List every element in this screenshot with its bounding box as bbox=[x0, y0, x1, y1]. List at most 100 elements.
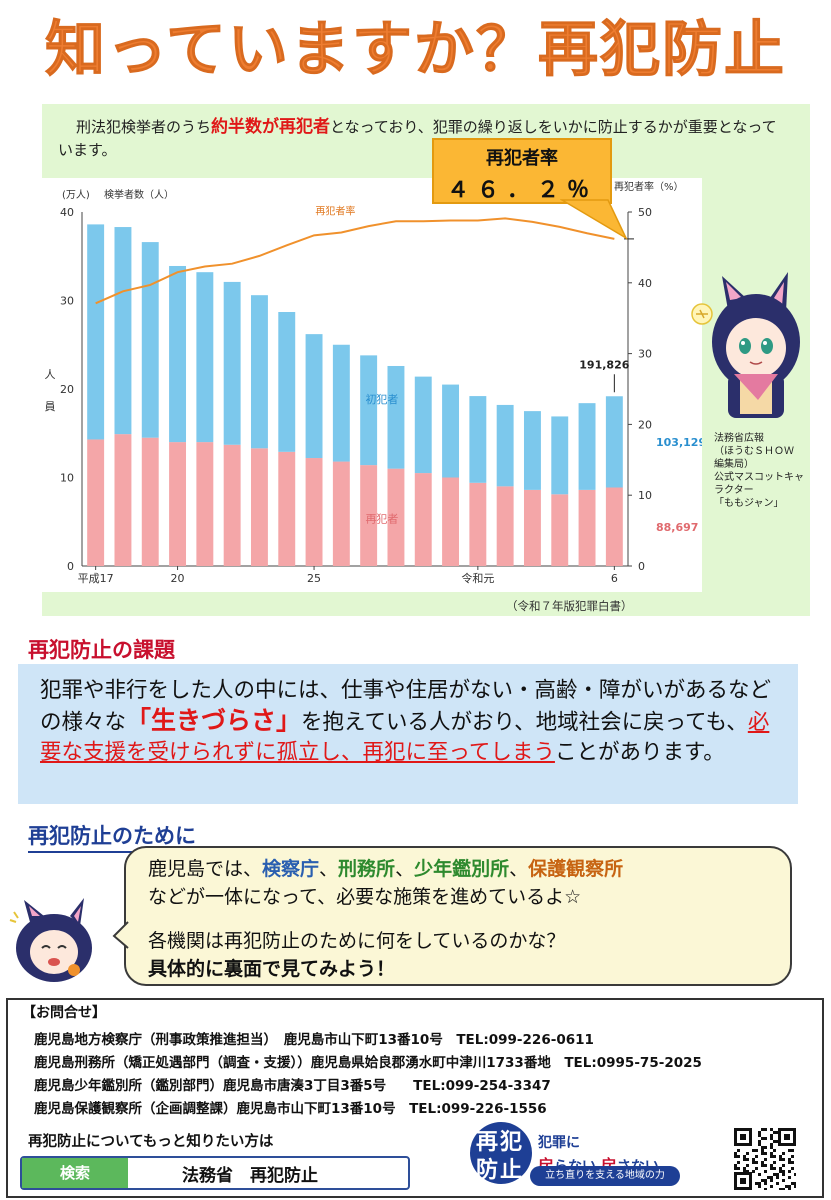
qr-module bbox=[764, 1179, 767, 1182]
qr-module bbox=[773, 1173, 776, 1176]
qr-module bbox=[782, 1158, 785, 1161]
x-tick-label: 令和元 bbox=[461, 571, 494, 585]
qr-module bbox=[770, 1155, 773, 1158]
issues-box bbox=[18, 664, 798, 804]
qr-module bbox=[752, 1158, 755, 1161]
qr-module bbox=[782, 1170, 785, 1173]
bar-repeat-offender bbox=[114, 434, 132, 566]
qr-module bbox=[767, 1176, 770, 1179]
bar-first-offender bbox=[305, 334, 323, 459]
right-tick-label: 30 bbox=[638, 348, 652, 361]
bar-first-offender bbox=[223, 281, 241, 445]
issues-heading: 再犯防止の課題 bbox=[28, 634, 175, 667]
qr-module bbox=[758, 1143, 761, 1146]
qr-module bbox=[770, 1179, 773, 1182]
qr-module bbox=[761, 1146, 764, 1149]
bar-repeat-offender bbox=[360, 465, 378, 566]
qr-module bbox=[791, 1167, 794, 1170]
total-label: 191,826 bbox=[579, 358, 629, 371]
qr-module bbox=[734, 1164, 737, 1167]
logo-text-2: 防止 bbox=[476, 1158, 525, 1183]
qr-module bbox=[734, 1155, 737, 1158]
qr-module bbox=[761, 1137, 764, 1140]
qr-module bbox=[746, 1158, 749, 1161]
qr-module bbox=[761, 1152, 764, 1155]
mascot-caption-line: 編集局） bbox=[714, 459, 754, 470]
org-juvenile-classification: 少年鑑別所 bbox=[414, 858, 510, 880]
issues-text-3: ことがあります。 bbox=[554, 740, 725, 765]
qr-module bbox=[776, 1131, 779, 1134]
right-tick-label: 10 bbox=[638, 489, 652, 502]
qr-module bbox=[794, 1173, 796, 1176]
qr-code-icon[interactable] bbox=[734, 1128, 796, 1190]
qr-module bbox=[734, 1167, 737, 1170]
qr-module bbox=[782, 1179, 785, 1182]
qr-module bbox=[770, 1134, 773, 1137]
bar-repeat-offender bbox=[551, 494, 569, 566]
qr-module bbox=[788, 1149, 791, 1152]
qr-module bbox=[743, 1155, 746, 1158]
qr-module bbox=[743, 1158, 746, 1161]
qr-module bbox=[758, 1185, 761, 1188]
qr-module bbox=[773, 1161, 776, 1164]
bar-first-offender bbox=[523, 411, 541, 490]
qr-module bbox=[761, 1161, 764, 1164]
qr-module bbox=[770, 1176, 773, 1179]
issues-keyword: 「生きづらさ」 bbox=[126, 706, 302, 735]
qr-module bbox=[758, 1134, 761, 1137]
x-tick-label: 20 bbox=[171, 572, 185, 585]
search-button[interactable]: 検索 bbox=[22, 1158, 128, 1188]
contact-row-probation: 鹿児島保護観察所（企画調整課）鹿児島市山下町13番10号 TEL:099-226… bbox=[34, 1101, 547, 1117]
mascot-caption-line: 「ももジャン」 bbox=[714, 498, 784, 509]
bubble-line-1: 鹿児島では、検察庁、刑務所、少年鑑別所、保護観察所 bbox=[148, 856, 623, 882]
contact-row-prosecutors: 鹿児島地方検察庁（刑事政策推進担当） 鹿児島市山下町13番10号 TEL:099… bbox=[34, 1032, 594, 1048]
qr-module bbox=[761, 1128, 764, 1131]
qr-module bbox=[779, 1158, 782, 1161]
qr-module bbox=[755, 1167, 758, 1170]
bar-repeat-offender bbox=[578, 489, 596, 566]
qr-module bbox=[737, 1155, 740, 1158]
qr-module bbox=[737, 1167, 740, 1170]
qr-module bbox=[779, 1170, 782, 1173]
search-terms: 法務省 再犯防止 bbox=[182, 1166, 318, 1186]
qr-module bbox=[782, 1188, 785, 1190]
qr-module bbox=[743, 1167, 746, 1170]
separator: 、 bbox=[319, 858, 339, 880]
org-probation-office: 保護観察所 bbox=[528, 858, 624, 880]
right-tick-label: 0 bbox=[638, 560, 645, 573]
qr-module bbox=[755, 1182, 758, 1185]
qr-module bbox=[788, 1170, 791, 1173]
bar-first-offender bbox=[360, 355, 378, 466]
qr-module bbox=[794, 1185, 796, 1188]
qr-module bbox=[752, 1149, 755, 1152]
left-axis-side-label-2: 員 bbox=[45, 400, 56, 413]
x-tick-label: 平成17 bbox=[78, 572, 114, 585]
contact-row-prison: 鹿児島刑務所（矯正処遇部門（調査・支援））鹿児島県姶良郡湧水町中津川1733番地… bbox=[34, 1055, 702, 1071]
qr-module bbox=[752, 1161, 755, 1164]
left-tick-label: 0 bbox=[67, 560, 74, 573]
qr-module bbox=[764, 1182, 767, 1185]
callout-pointer bbox=[560, 199, 628, 240]
line-recidivism-rate bbox=[95, 217, 615, 305]
x-tick-label: 25 bbox=[307, 572, 321, 585]
qr-module bbox=[755, 1149, 758, 1152]
qr-finder-center bbox=[740, 1178, 746, 1184]
bar-first-offender bbox=[196, 272, 214, 443]
logo-slogan-1: 犯罪に bbox=[538, 1135, 580, 1151]
org-prison: 刑務所 bbox=[338, 858, 396, 880]
bar-repeat-offender bbox=[442, 477, 460, 566]
qr-module bbox=[764, 1152, 767, 1155]
qr-module bbox=[791, 1155, 794, 1158]
qr-module bbox=[764, 1158, 767, 1161]
rate-label: 再犯者率 bbox=[486, 148, 558, 169]
intro-text-after: となっており、犯罪の繰り返しをいかに防止するかが重要となっています。 bbox=[58, 118, 777, 159]
qr-module bbox=[746, 1170, 749, 1173]
qr-module bbox=[770, 1185, 773, 1188]
bar-first-offender bbox=[387, 365, 405, 469]
bar-repeat-offender bbox=[387, 468, 405, 566]
qr-module bbox=[770, 1146, 773, 1149]
qr-finder-center bbox=[784, 1134, 790, 1140]
qr-module bbox=[788, 1176, 791, 1179]
intro-highlight: 約半数が再犯者 bbox=[211, 117, 331, 137]
qr-module bbox=[791, 1161, 794, 1164]
